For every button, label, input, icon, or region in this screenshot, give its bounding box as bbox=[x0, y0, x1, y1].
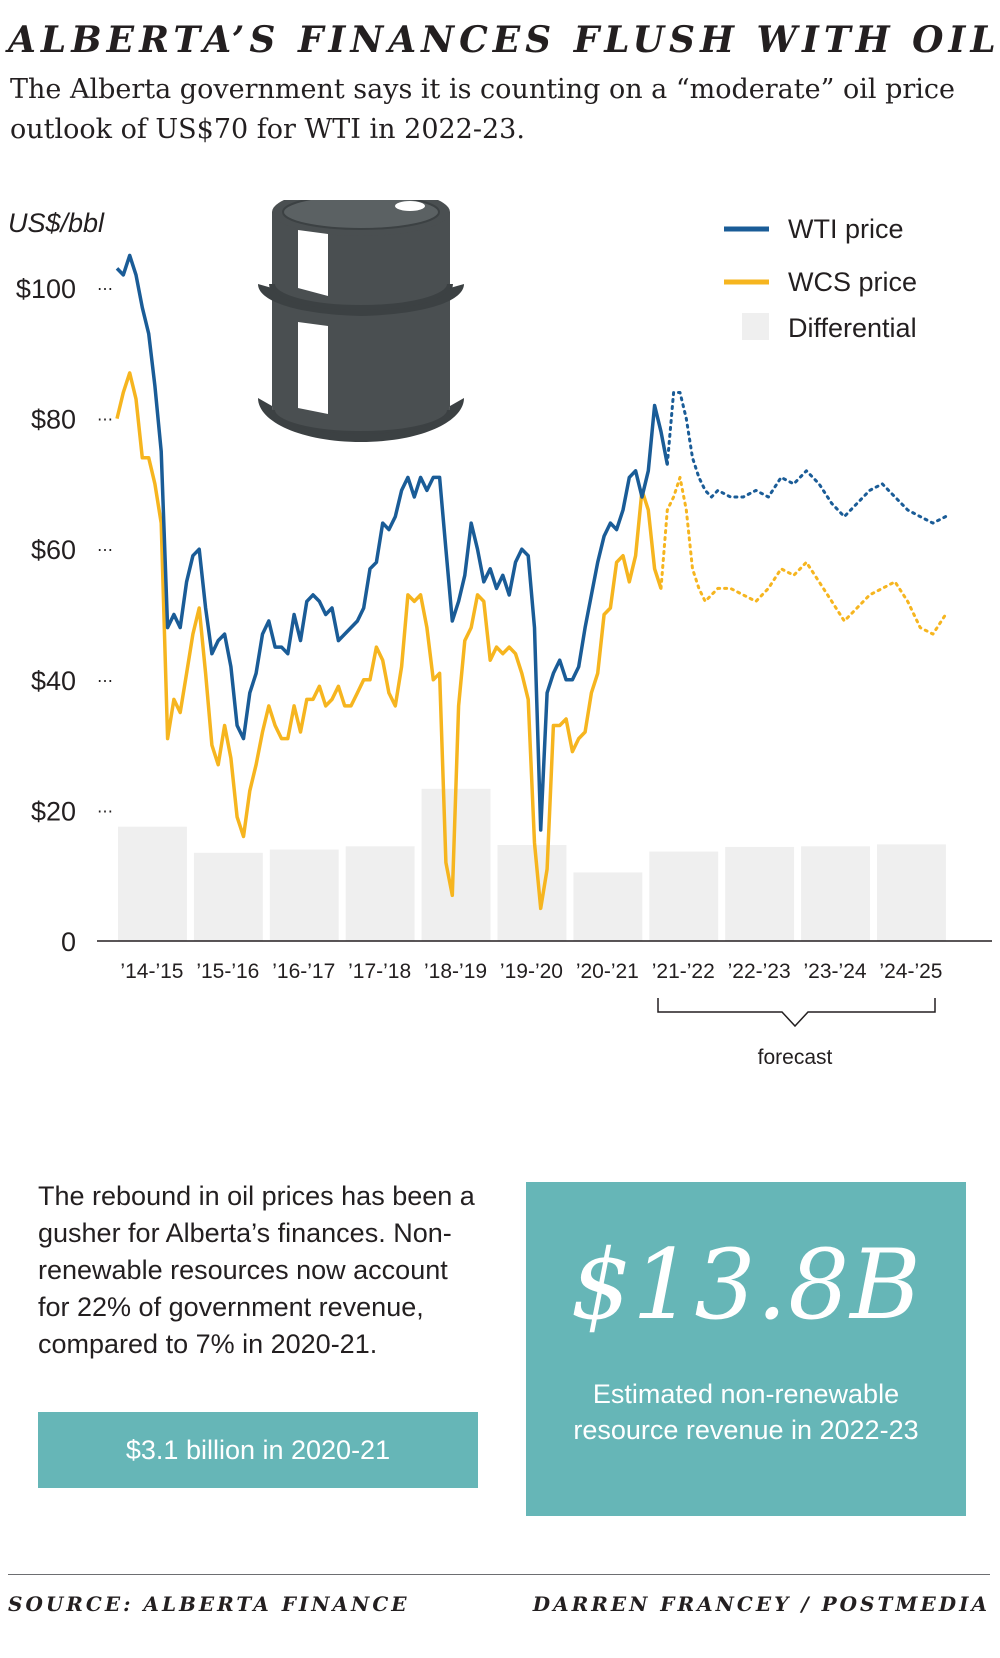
differential-bar bbox=[801, 846, 870, 941]
x-axis: ’14-’15 ’15-’16 ’16-’17 ’17-’18 ’18-’19 ’19-’… bbox=[120, 960, 942, 983]
forecast-bracket: forecast bbox=[657, 998, 936, 1069]
y-tick-mark: … bbox=[97, 536, 113, 555]
legend-label-differential: Differential bbox=[788, 313, 917, 343]
legend-label-wcs: WCS price bbox=[788, 267, 917, 297]
price-lines bbox=[115, 253, 948, 911]
page-title: ALBERTA’S FINANCES FLUSH WITH OIL bbox=[8, 19, 1000, 61]
y-tick-mark: … bbox=[97, 667, 113, 686]
wcs-price-line bbox=[115, 371, 663, 911]
x-tick-label: ’22-’23 bbox=[728, 960, 791, 983]
y-tick-mark: … bbox=[97, 275, 113, 294]
y-axis-label: US$/bbl bbox=[8, 208, 105, 238]
summary-text: The rebound in oil prices has been a gus… bbox=[38, 1181, 475, 1359]
differential-bar bbox=[345, 846, 415, 941]
revenue-2020-21-box: $3.1 billion in 2020-21 bbox=[38, 1412, 478, 1488]
legend-label-wti: WTI price bbox=[788, 214, 904, 244]
differential-bar bbox=[193, 852, 263, 941]
source-credit: SOURCE: ALBERTA FINANCE bbox=[8, 1592, 410, 1616]
y-tick-label: $60 bbox=[31, 535, 76, 565]
revenue-estimate-box: $13.8B Estimated non-renewable resource … bbox=[526, 1182, 966, 1516]
x-tick-label: ’24-’25 bbox=[879, 960, 942, 983]
y-tick-mark: … bbox=[97, 797, 113, 816]
wti-forecast-line bbox=[665, 391, 948, 525]
x-tick-label: ’16-’17 bbox=[272, 960, 335, 983]
author-credit: DARREN FRANCEY / POSTMEDIA bbox=[532, 1592, 990, 1616]
differential-bar bbox=[573, 872, 643, 941]
wcs-forecast-line bbox=[659, 475, 948, 636]
differential-bar bbox=[497, 845, 567, 941]
x-tick-label: ’21-’22 bbox=[652, 960, 715, 983]
wti-price-line bbox=[115, 253, 670, 832]
x-tick-label: ’17-’18 bbox=[348, 960, 411, 983]
y-tick-label: $100 bbox=[16, 274, 76, 304]
differential-bar bbox=[725, 846, 795, 941]
legend: WTI price WCS price Differential bbox=[724, 214, 917, 343]
y-tick-label: 0 bbox=[61, 927, 76, 957]
differential-bar bbox=[649, 851, 719, 941]
forecast-label: forecast bbox=[758, 1046, 833, 1069]
x-tick-label: ’19-’20 bbox=[500, 960, 563, 983]
y-tick-label: $20 bbox=[31, 796, 76, 826]
oil-barrel-icon bbox=[258, 200, 464, 442]
y-axis: $100 … $80 … $60 … $40 … $20 … 0 bbox=[16, 274, 113, 957]
x-tick-label: ’15-’16 bbox=[196, 960, 259, 983]
x-tick-label: ’14-’15 bbox=[120, 960, 183, 983]
page-subtitle: The Alberta government says it is counti… bbox=[10, 74, 956, 145]
y-tick-label: $80 bbox=[31, 405, 76, 435]
revenue-estimate-value: $13.8B bbox=[570, 1229, 922, 1341]
differential-bars bbox=[118, 788, 946, 941]
revenue-2020-21-label: $3.1 billion in 2020-21 bbox=[125, 1434, 391, 1465]
x-tick-label: ’20-’21 bbox=[576, 960, 639, 983]
differential-bar bbox=[118, 826, 187, 941]
legend-swatch-differential bbox=[742, 313, 769, 340]
x-tick-label: ’18-’19 bbox=[424, 960, 487, 983]
y-tick-mark: … bbox=[97, 406, 113, 425]
differential-bar bbox=[877, 844, 946, 941]
footer-divider bbox=[8, 1574, 990, 1575]
oil-price-chart: $100 …$80 …$60 …$40 …$20 …0 US$/bbl ’14-’15’1… bbox=[8, 200, 992, 1069]
y-tick-label: $40 bbox=[31, 666, 76, 696]
x-tick-label: ’23-’24 bbox=[804, 960, 867, 983]
differential-bar bbox=[269, 849, 339, 941]
revenue-estimate-caption: Estimated non-renewable resource revenue… bbox=[573, 1379, 919, 1445]
